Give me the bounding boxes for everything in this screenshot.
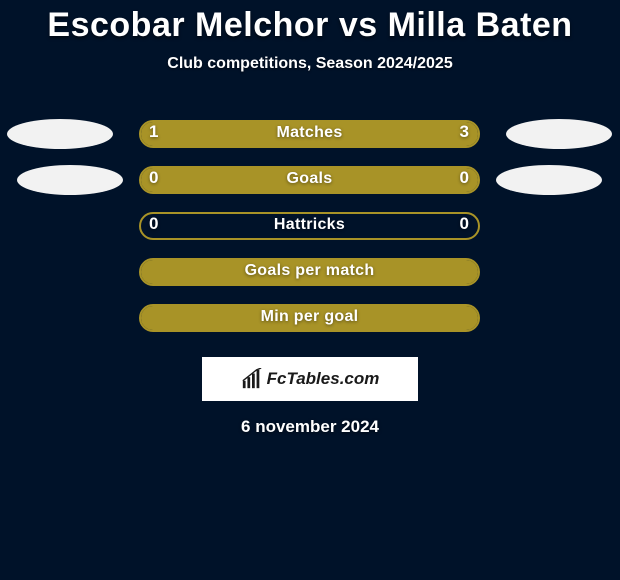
stat-value-right: 0 (460, 214, 469, 234)
stat-label: Min per goal (141, 308, 478, 326)
stat-label: Hattricks (141, 216, 478, 234)
stat-value-right: 3 (460, 122, 469, 142)
page-title: Escobar Melchor vs Milla Baten (0, 6, 620, 45)
stat-bar: Matches (139, 120, 480, 148)
stat-bar: Goals per match (139, 258, 480, 286)
stat-label: Goals (141, 170, 478, 188)
stat-row: Goals per match (0, 249, 620, 295)
date-text: 6 november 2024 (0, 417, 620, 437)
chart-icon (241, 368, 263, 390)
stat-bar: Goals (139, 166, 480, 194)
stat-row: Matches1 3 (0, 111, 620, 157)
stat-value-right: 0 (460, 168, 469, 188)
stat-value-left: 1 (149, 122, 158, 142)
page-subtitle: Club competitions, Season 2024/2025 (0, 55, 620, 73)
stat-row: Min per goal (0, 295, 620, 341)
stats-card: Escobar Melchor vs Milla Baten Club comp… (0, 0, 620, 437)
stat-label: Goals per match (141, 262, 478, 280)
stat-value-left: 0 (149, 214, 158, 234)
stat-row: Hattricks0 0 (0, 203, 620, 249)
stat-label: Matches (141, 124, 478, 142)
stat-bar: Min per goal (139, 304, 480, 332)
stat-rows: Matches13Goals00Hattricks00Goals per mat… (0, 111, 620, 341)
stat-bar: Hattricks (139, 212, 480, 240)
brand-text: FcTables.com (267, 369, 380, 389)
stat-value-left: 0 (149, 168, 158, 188)
brand-badge: FcTables.com (202, 357, 418, 401)
stat-row: Goals0 0 (0, 157, 620, 203)
